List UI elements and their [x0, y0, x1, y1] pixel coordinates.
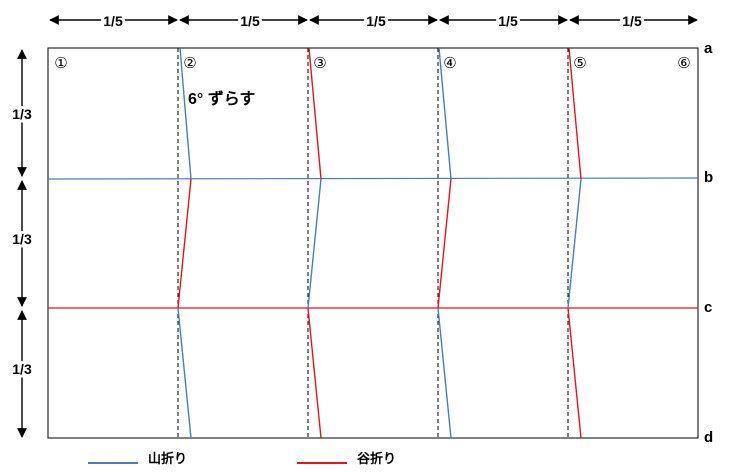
- column-number-1: ①: [54, 55, 67, 72]
- mountain-fold-zigzag-2: [307, 178, 322, 309]
- row-label-a: a: [704, 40, 713, 57]
- valley-fold-zigzag-2: [308, 47, 322, 180]
- row-labels: a b c d: [704, 40, 713, 446]
- dim-label-col-2: 1/5: [240, 13, 260, 29]
- mountain-fold-zigzag-4: [567, 178, 582, 309]
- dim-label-col-4: 1/5: [498, 13, 518, 29]
- column-numbers: ① ② ③ ④ ⑤ ⑥: [54, 55, 690, 72]
- mountain-fold-zigzag-1b: [177, 307, 192, 439]
- guide-lines: [177, 48, 569, 438]
- valley-fold-zigzag-1: [177, 178, 192, 309]
- mountain-fold-zigzag-3: [438, 47, 452, 180]
- mountain-fold-zigzag-3b: [437, 307, 452, 439]
- legend-mountain-fold-label: 山折り: [148, 451, 187, 466]
- row-label-b: b: [704, 169, 713, 186]
- shift-angle-note: 6° ずらす: [188, 89, 255, 108]
- column-number-4: ④: [443, 55, 456, 72]
- column-number-6: ⑥: [677, 55, 690, 72]
- valley-fold-zigzag-3: [437, 178, 452, 309]
- dim-label-row-1: 1/3: [12, 106, 32, 122]
- row-label-c: c: [704, 299, 712, 316]
- valley-fold-zigzag-2b: [307, 307, 322, 439]
- paper-outline: [47, 47, 699, 439]
- dim-label-col-1: 1/5: [103, 13, 123, 29]
- dim-label-col-3: 1/5: [366, 13, 386, 29]
- dim-label-row-2: 1/3: [12, 231, 32, 247]
- valley-fold-zigzag-4: [568, 47, 582, 180]
- legend: 山折り 谷折り: [88, 451, 396, 466]
- valley-fold-zigzag-4b: [567, 307, 582, 439]
- top-dimension-row: 1/5 1/5 1/5 1/5 1/5: [49, 10, 698, 32]
- row-label-d: d: [704, 429, 713, 446]
- legend-valley-fold-label: 谷折り: [357, 451, 396, 466]
- dim-label-col-5: 1/5: [622, 13, 642, 29]
- mountain-fold-horizontal-b: [47, 177, 699, 180]
- column-number-3: ③: [313, 55, 326, 72]
- dim-label-row-3: 1/3: [12, 361, 32, 377]
- column-number-5: ⑤: [573, 55, 586, 72]
- mountain-fold-zigzag-1: [179, 47, 192, 180]
- left-dimension-column: 1/3 1/3 1/3: [9, 49, 35, 438]
- column-number-2: ②: [183, 55, 196, 72]
